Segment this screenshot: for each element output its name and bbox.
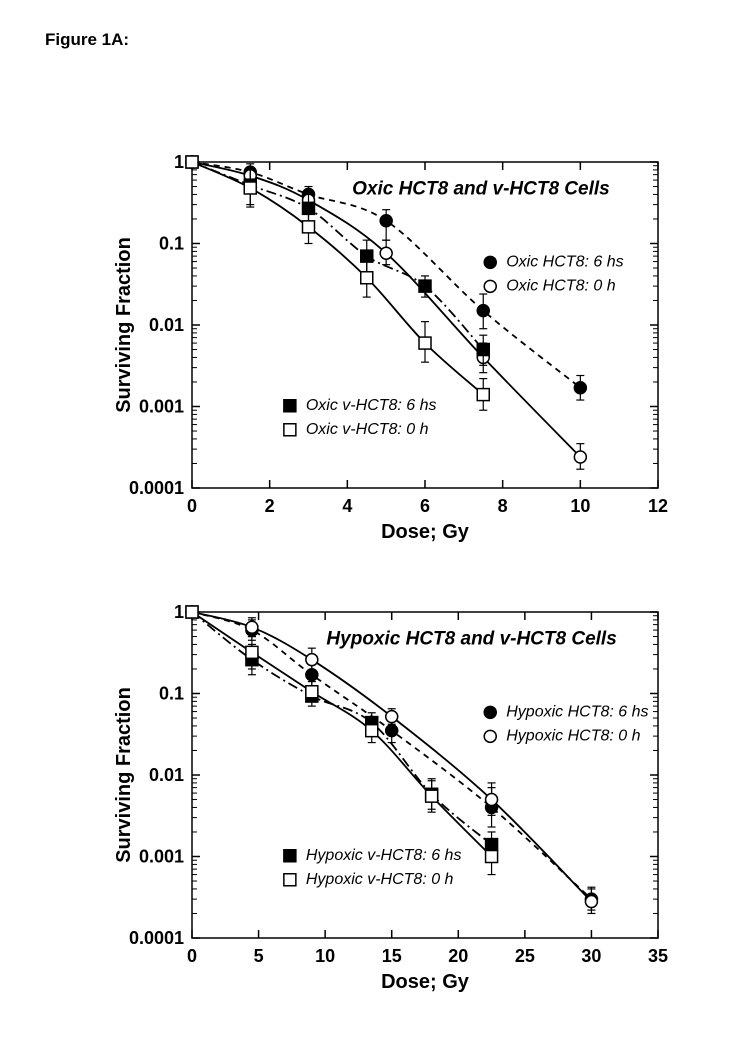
chart-svg: 0 2 4 6 8 10 12 0.0001 0.001 0.01 0.1 1 Dose; Gy Surv… bbox=[110, 150, 670, 550]
svg-text:1: 1 bbox=[174, 152, 184, 172]
svg-text:0.01: 0.01 bbox=[149, 765, 184, 785]
chart-panel-oxic: 0 2 4 6 8 10 12 0.0001 0.001 0.01 0.1 1 Dose; Gy Surv… bbox=[110, 150, 670, 550]
svg-text:6: 6 bbox=[420, 496, 430, 516]
svg-text:Hypoxic HCT8 and v-HCT8 Cells: Hypoxic HCT8 and v-HCT8 Cells bbox=[326, 629, 616, 650]
svg-text:Dose; Gy: Dose; Gy bbox=[381, 521, 470, 543]
svg-text:Hypoxic HCT8: 6 hs: Hypoxic HCT8: 6 hs bbox=[506, 703, 648, 720]
figure-label: Figure 1A: bbox=[45, 30, 129, 50]
svg-text:10: 10 bbox=[570, 496, 590, 516]
svg-text:4: 4 bbox=[342, 496, 352, 516]
svg-text:Surviving Fraction: Surviving Fraction bbox=[113, 237, 135, 413]
svg-text:8: 8 bbox=[498, 496, 508, 516]
svg-text:0.0001: 0.0001 bbox=[129, 928, 184, 948]
svg-text:1: 1 bbox=[174, 602, 184, 622]
svg-text:Hypoxic HCT8: 0 h: Hypoxic HCT8: 0 h bbox=[506, 727, 640, 744]
chart-panel-hypoxic: 0 5 10 15 20 25 30 35 0.0001 0.001 0.01 0.1 1 Dose; G… bbox=[110, 600, 670, 1000]
svg-text:35: 35 bbox=[648, 946, 668, 966]
svg-text:30: 30 bbox=[581, 946, 601, 966]
svg-text:0.01: 0.01 bbox=[149, 315, 184, 335]
svg-text:0.0001: 0.0001 bbox=[129, 478, 184, 498]
svg-text:15: 15 bbox=[382, 946, 402, 966]
svg-text:0: 0 bbox=[187, 946, 197, 966]
svg-text:20: 20 bbox=[448, 946, 468, 966]
svg-text:Oxic v-HCT8: 6 hs: Oxic v-HCT8: 6 hs bbox=[306, 397, 437, 414]
svg-text:Hypoxic v-HCT8: 0 h: Hypoxic v-HCT8: 0 h bbox=[306, 871, 454, 888]
svg-text:Oxic HCT8 and v-HCT8 Cells: Oxic HCT8 and v-HCT8 Cells bbox=[352, 179, 610, 200]
svg-text:Dose; Gy: Dose; Gy bbox=[381, 971, 470, 993]
svg-text:10: 10 bbox=[315, 946, 335, 966]
svg-text:0.1: 0.1 bbox=[159, 234, 184, 254]
svg-text:Hypoxic v-HCT8: 6 hs: Hypoxic v-HCT8: 6 hs bbox=[306, 847, 462, 864]
chart-svg: 0 5 10 15 20 25 30 35 0.0001 0.001 0.01 0.1 1 Dose; G… bbox=[110, 600, 670, 1000]
svg-text:Oxic HCT8: 6 hs: Oxic HCT8: 6 hs bbox=[506, 253, 623, 270]
svg-text:2: 2 bbox=[265, 496, 275, 516]
page: Figure 1A: 0246810120.00010.0010.010.11D… bbox=[0, 0, 736, 1050]
svg-text:Oxic v-HCT8: 0 h: Oxic v-HCT8: 0 h bbox=[306, 421, 429, 438]
svg-text:12: 12 bbox=[648, 496, 668, 516]
svg-text:Surviving Fraction: Surviving Fraction bbox=[113, 687, 135, 863]
svg-text:0: 0 bbox=[187, 496, 197, 516]
svg-text:0.1: 0.1 bbox=[159, 684, 184, 704]
svg-text:Oxic HCT8: 0 h: Oxic HCT8: 0 h bbox=[506, 277, 615, 294]
svg-text:0.001: 0.001 bbox=[139, 397, 184, 417]
svg-text:25: 25 bbox=[515, 946, 535, 966]
svg-text:5: 5 bbox=[254, 946, 264, 966]
svg-text:0.001: 0.001 bbox=[139, 847, 184, 867]
